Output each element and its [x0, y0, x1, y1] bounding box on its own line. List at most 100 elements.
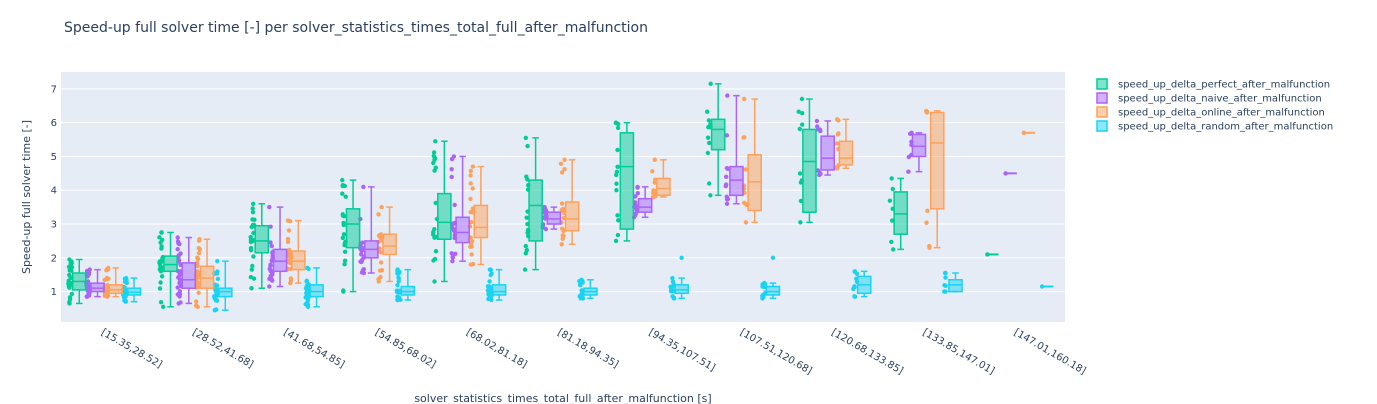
box[interactable]: [656, 159, 671, 198]
box-iqr: [345, 208, 361, 249]
box[interactable]: [364, 186, 379, 274]
box[interactable]: [71, 258, 87, 305]
box-iqr: [382, 233, 397, 256]
box-iqr: [765, 285, 781, 296]
box[interactable]: [254, 203, 270, 289]
box[interactable]: [929, 110, 945, 249]
box[interactable]: [802, 98, 817, 224]
jitter-point: [433, 139, 438, 144]
box[interactable]: [455, 155, 470, 262]
jitter-point: [652, 193, 657, 198]
jitter-point: [524, 247, 529, 253]
legend-item[interactable]: speed_up_delta_random_after_malfunction: [1096, 120, 1333, 133]
box-iqr: [619, 132, 635, 230]
box[interactable]: [90, 268, 105, 298]
jitter-point: [360, 240, 365, 245]
box[interactable]: [528, 137, 543, 271]
jitter-point: [175, 239, 181, 244]
jitter-point: [248, 245, 254, 251]
jitter-point: [760, 284, 765, 289]
box[interactable]: [619, 121, 635, 242]
box-iqr: [546, 211, 562, 225]
jitter-point: [378, 260, 384, 265]
jitter-point: [379, 204, 384, 210]
jitter-point: [195, 280, 200, 285]
jitter-point: [161, 304, 166, 309]
jitter-point: [376, 212, 381, 217]
box[interactable]: [217, 260, 233, 311]
jitter-point: [431, 150, 437, 155]
jitter-point: [194, 303, 199, 308]
box[interactable]: [838, 118, 854, 170]
box[interactable]: [948, 272, 963, 293]
jitter-point: [889, 176, 894, 181]
box[interactable]: [382, 206, 397, 283]
box[interactable]: [345, 179, 361, 293]
box[interactable]: [491, 268, 507, 301]
box-iqr: [820, 135, 836, 171]
box[interactable]: [126, 277, 142, 303]
jitter-point: [432, 168, 437, 173]
box[interactable]: [163, 231, 178, 308]
jitter-point: [670, 279, 676, 284]
box[interactable]: [856, 270, 872, 298]
x-tick-label: [107.51,120.68]: [738, 327, 814, 377]
box[interactable]: [290, 219, 306, 284]
jitter-point: [213, 307, 218, 313]
legend[interactable]: speed_up_delta_perfect_after_malfunction…: [1096, 78, 1333, 133]
jitter-point: [797, 171, 803, 176]
box[interactable]: [564, 159, 580, 246]
box[interactable]: [710, 83, 726, 197]
box[interactable]: [747, 98, 762, 224]
box[interactable]: [309, 267, 324, 308]
chart-title: Speed-up full solver time [-] per solver…: [64, 20, 648, 36]
box[interactable]: [199, 238, 215, 308]
box[interactable]: [473, 165, 489, 266]
jitter-point: [890, 218, 895, 223]
jitter-point: [834, 166, 840, 171]
jitter-point: [66, 284, 72, 289]
jitter-point: [798, 198, 804, 204]
jitter-point: [723, 182, 729, 187]
jitter-point: [705, 150, 711, 156]
box[interactable]: [911, 132, 927, 173]
jitter-point: [175, 292, 180, 297]
legend-item[interactable]: speed_up_delta_online_after_malfunction: [1096, 106, 1325, 119]
jitter-point: [836, 118, 841, 123]
jitter-point: [304, 279, 309, 284]
box-iqr: [491, 284, 507, 296]
box[interactable]: [400, 268, 416, 301]
jitter-point: [817, 171, 823, 176]
box[interactable]: [437, 140, 452, 283]
y-tick-label: 6: [51, 118, 57, 129]
legend-item[interactable]: speed_up_delta_naive_after_malfunction: [1096, 92, 1322, 105]
box[interactable]: [181, 236, 197, 305]
jitter-point: [267, 276, 272, 281]
jitter-point: [468, 196, 473, 202]
jitter-point: [268, 262, 273, 267]
y-tick-label: 4: [51, 186, 57, 197]
box[interactable]: [729, 94, 744, 205]
jitter-point: [158, 240, 163, 245]
jitter-point: [431, 258, 436, 263]
jitter-point: [341, 222, 346, 228]
box[interactable]: [893, 177, 909, 251]
jitter-point: [122, 285, 128, 291]
box[interactable]: [674, 277, 689, 300]
legend-item[interactable]: speed_up_delta_perfect_after_malfunction: [1096, 78, 1330, 91]
box-iqr: [400, 285, 416, 296]
box[interactable]: [272, 206, 288, 288]
jitter-point: [176, 275, 181, 280]
box[interactable]: [583, 279, 598, 300]
box[interactable]: [108, 267, 124, 298]
jitter-point: [614, 188, 619, 193]
outlier-point: [770, 255, 776, 261]
jitter-point: [559, 242, 564, 247]
box[interactable]: [546, 206, 562, 230]
box[interactable]: [637, 186, 653, 219]
box[interactable]: [765, 282, 781, 300]
jitter-point: [431, 153, 436, 159]
jitter-point: [303, 302, 308, 307]
box[interactable]: [820, 120, 836, 176]
